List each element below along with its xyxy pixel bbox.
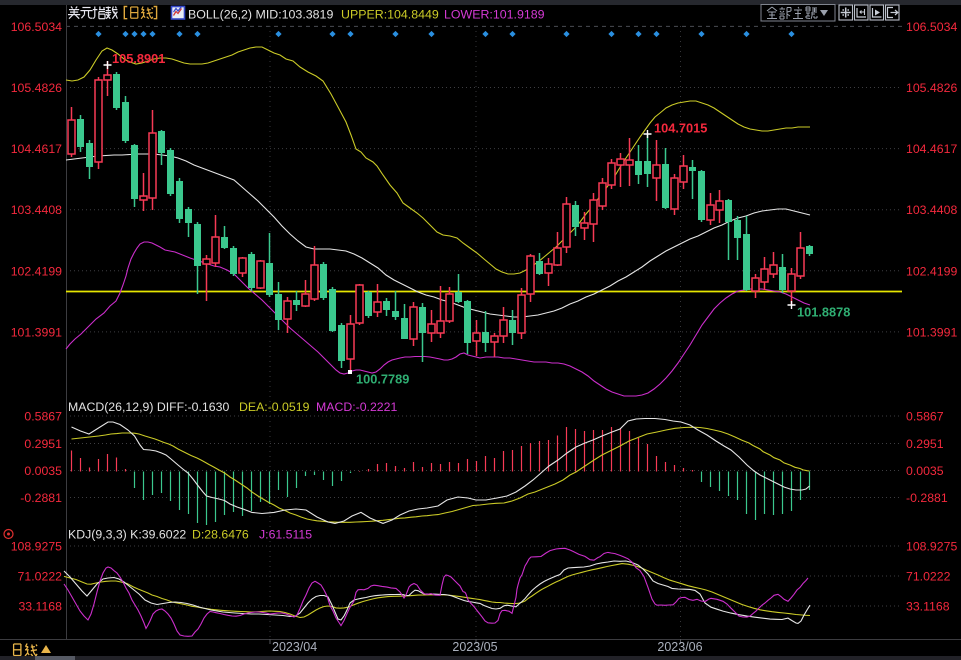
- svg-text:100.7789: 100.7789: [356, 372, 409, 387]
- svg-text:106.5034: 106.5034: [11, 20, 62, 34]
- svg-text:102.4199: 102.4199: [906, 264, 957, 278]
- svg-text:101.3991: 101.3991: [906, 325, 957, 339]
- svg-text:BOLL(26,2) MID:103.3819: BOLL(26,2) MID:103.3819: [188, 8, 333, 22]
- svg-text:101.8878: 101.8878: [797, 305, 850, 320]
- svg-text:102.4199: 102.4199: [11, 264, 62, 278]
- svg-text:0.2951: 0.2951: [906, 437, 944, 451]
- svg-text:106.5034: 106.5034: [906, 20, 957, 34]
- svg-text:33.1168: 33.1168: [906, 600, 950, 614]
- svg-text:LOWER:101.9189: LOWER:101.9189: [444, 8, 545, 22]
- svg-text:104.4617: 104.4617: [906, 142, 957, 156]
- svg-text:104.4617: 104.4617: [11, 142, 62, 156]
- svg-text:105.4826: 105.4826: [906, 81, 957, 95]
- svg-text:108.9275: 108.9275: [11, 540, 62, 554]
- svg-text:2023/05: 2023/05: [452, 640, 497, 654]
- svg-text:UPPER:104.8449: UPPER:104.8449: [341, 8, 439, 22]
- svg-text:108.9275: 108.9275: [906, 540, 957, 554]
- svg-text:2023/06: 2023/06: [657, 640, 702, 654]
- svg-text:103.4408: 103.4408: [906, 203, 957, 217]
- svg-text:DEA:-0.0519: DEA:-0.0519: [239, 400, 310, 414]
- svg-text:0.5867: 0.5867: [24, 410, 62, 424]
- svg-text:-0.2881: -0.2881: [906, 491, 948, 505]
- svg-text:0.0035: 0.0035: [24, 464, 62, 478]
- svg-text:D:28.6476: D:28.6476: [192, 528, 249, 542]
- svg-text:104.7015: 104.7015: [654, 121, 707, 136]
- svg-text:2023/04: 2023/04: [272, 640, 317, 654]
- svg-text:105.8901: 105.8901: [112, 51, 165, 66]
- svg-text:MACD(26,12,9) DIFF:-0.1630: MACD(26,12,9) DIFF:-0.1630: [68, 400, 229, 414]
- svg-text:33.1168: 33.1168: [18, 600, 62, 614]
- svg-text:0.0035: 0.0035: [906, 464, 944, 478]
- svg-text:101.3991: 101.3991: [11, 325, 62, 339]
- svg-text:MACD:-0.2221: MACD:-0.2221: [316, 400, 397, 414]
- svg-text:-0.2881: -0.2881: [20, 491, 62, 505]
- svg-text:KDJ(9,3,3) K:39.6022: KDJ(9,3,3) K:39.6022: [68, 528, 186, 542]
- svg-text:71.0222: 71.0222: [18, 570, 63, 584]
- svg-text:0.5867: 0.5867: [906, 410, 944, 424]
- svg-text:105.4826: 105.4826: [11, 81, 62, 95]
- svg-text:71.0222: 71.0222: [906, 570, 951, 584]
- svg-text:0.2951: 0.2951: [24, 437, 62, 451]
- svg-text:103.4408: 103.4408: [11, 203, 62, 217]
- svg-text:J:61.5115: J:61.5115: [259, 528, 312, 542]
